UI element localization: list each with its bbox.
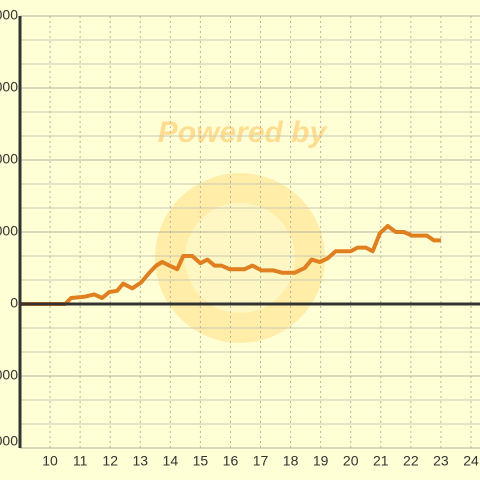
- x-tick-label: 17: [253, 453, 269, 469]
- data-line: [20, 224, 441, 306]
- y-tick-label: 6,000: [0, 151, 18, 167]
- x-tick-label: 24: [463, 453, 479, 469]
- y-tick-label: -6,000: [0, 433, 18, 449]
- x-tick-label: 22: [403, 453, 419, 469]
- x-tick-label: 10: [42, 453, 58, 469]
- x-tick-label: 12: [102, 453, 118, 469]
- logo-core: [185, 203, 295, 313]
- y-tick-label: 12,000: [0, 7, 18, 23]
- x-tick-label: 23: [433, 453, 449, 469]
- x-tick-label: 13: [132, 453, 148, 469]
- logo-sun: [155, 173, 325, 343]
- watermark-text: Powered by: [158, 116, 328, 149]
- x-tick-label: 16: [223, 453, 239, 469]
- x-tick-label: 21: [373, 453, 389, 469]
- y-tick-label: 9,000: [0, 79, 18, 95]
- x-tick-label: 11: [73, 453, 88, 469]
- y-tick-label: 0: [10, 295, 18, 311]
- x-tick-label: 15: [193, 453, 209, 469]
- watermark-logo: [155, 173, 325, 343]
- x-tick-label: 19: [313, 453, 329, 469]
- y-tick-label: 3,000: [0, 223, 18, 239]
- x-tick-label: 18: [283, 453, 299, 469]
- x-tick-label: 20: [343, 453, 359, 469]
- x-tick-label: 14: [163, 453, 179, 469]
- y-tick-label: -3,000: [0, 367, 18, 383]
